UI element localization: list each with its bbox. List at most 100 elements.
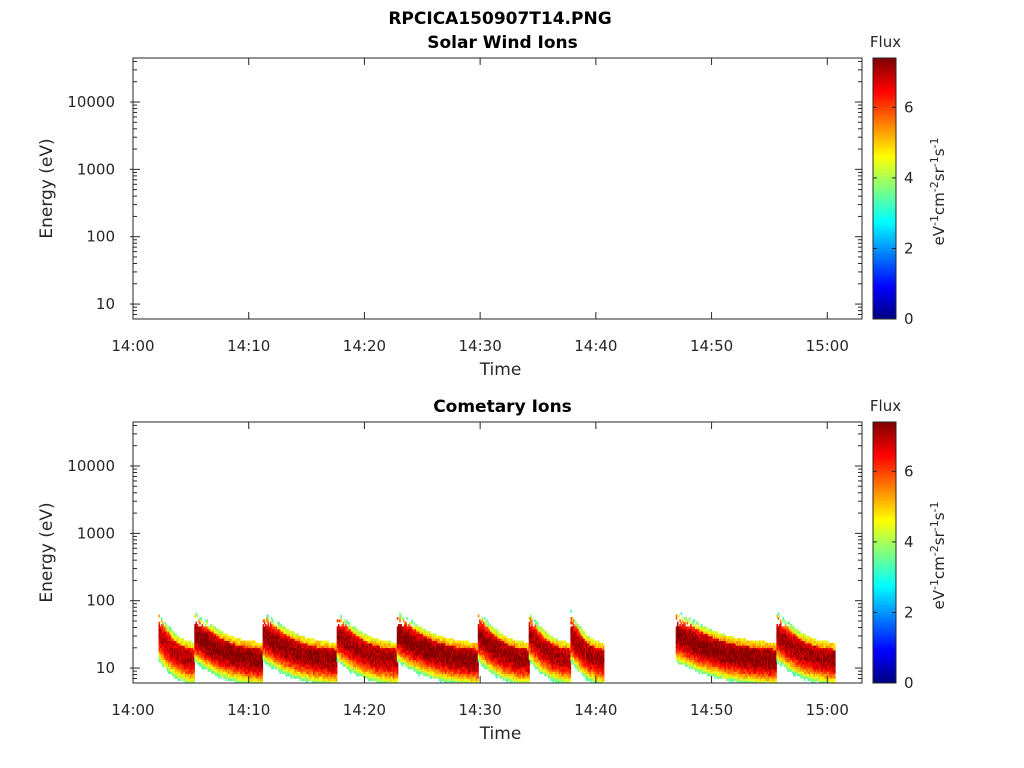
spectrogram-cell xyxy=(343,664,346,667)
spectrogram-cell xyxy=(247,647,249,651)
spectrogram-cell xyxy=(450,675,453,679)
spectrogram-cell xyxy=(308,640,310,644)
spectrogram-cell xyxy=(176,664,179,667)
spectrogram-cell xyxy=(352,635,354,639)
spectrogram-cell xyxy=(208,664,211,667)
spectrogram-cell xyxy=(183,675,186,679)
spectrogram-cell xyxy=(254,645,256,649)
spectrogram-cell xyxy=(339,647,341,651)
spectrogram-cell xyxy=(309,638,311,641)
spectrogram-cell xyxy=(331,680,333,684)
spectrogram-cell xyxy=(327,657,329,660)
spectrogram-cell xyxy=(177,661,180,665)
spectrogram-cell xyxy=(328,645,331,649)
spectrogram-cell xyxy=(405,626,407,630)
spectrogram-cell xyxy=(365,650,368,653)
spectrogram-cell xyxy=(189,642,192,646)
spectrogram-cell xyxy=(298,657,301,660)
spectrogram-cell xyxy=(219,654,222,658)
spectrogram-cell xyxy=(379,659,382,663)
spectrogram-cell xyxy=(351,661,353,665)
spectrogram-cell xyxy=(388,680,390,684)
spectrogram-cell xyxy=(456,654,459,658)
spectrogram-cell xyxy=(158,638,161,641)
spectrogram-cell xyxy=(332,668,334,672)
spectrogram-cell xyxy=(172,654,175,658)
spectrogram-cell xyxy=(277,640,279,644)
spectrogram-cell xyxy=(194,624,196,627)
spectrogram-cell xyxy=(417,647,419,651)
spectrogram-cell xyxy=(283,661,285,665)
spectrogram-cell xyxy=(393,659,395,663)
spectrogram-cell xyxy=(363,635,365,639)
spectrogram-cell xyxy=(364,638,366,641)
spectrogram-cell xyxy=(418,671,420,674)
spectrogram-cell xyxy=(225,671,228,674)
spectrogram-cell xyxy=(379,680,382,684)
spectrogram-cell xyxy=(284,642,286,646)
spectrogram-cell xyxy=(271,619,273,623)
spectrogram-cell xyxy=(329,645,332,649)
spectrogram-cell xyxy=(287,659,290,663)
spectrogram-cell xyxy=(432,652,435,656)
spectrogram-cell xyxy=(215,664,218,667)
spectrogram-cell xyxy=(325,673,327,677)
spectrogram-cell xyxy=(159,635,162,639)
spectrogram-cell xyxy=(271,664,273,667)
spectrogram-cell xyxy=(459,654,461,658)
spectrogram-cell xyxy=(188,642,191,646)
spectrogram-cell xyxy=(425,652,428,656)
colorbar-segment xyxy=(873,266,896,271)
spectrogram-cell xyxy=(209,650,212,653)
spectrogram-cell xyxy=(158,621,161,625)
spectrogram-cell xyxy=(160,619,163,623)
spectrogram-cell xyxy=(462,666,465,670)
spectrogram-cell xyxy=(418,628,420,632)
colorbar-segment xyxy=(873,250,896,255)
spectrogram-cell xyxy=(299,638,302,641)
spectrogram-cell xyxy=(314,675,316,679)
spectrogram-cell xyxy=(413,650,416,653)
spectrogram-cell xyxy=(448,668,450,672)
spectrogram-cell xyxy=(382,675,384,679)
spectrogram-cell xyxy=(279,671,281,674)
spectrogram-cell xyxy=(440,645,442,649)
spectrogram-cell xyxy=(175,647,177,651)
spectrogram-cell xyxy=(211,661,213,665)
spectrogram-cell xyxy=(393,666,395,670)
spectrogram-cell xyxy=(180,668,182,672)
spectrogram-cell xyxy=(351,650,353,653)
spectrogram-cell xyxy=(407,654,410,658)
spectrogram-cell xyxy=(416,640,418,644)
spectrogram-cell xyxy=(424,659,426,663)
spectrogram-cell xyxy=(286,635,289,639)
spectrogram-cell xyxy=(423,645,425,649)
spectrogram-cell xyxy=(230,647,232,651)
spectrogram-cell xyxy=(327,664,329,667)
spectrogram-cell xyxy=(442,638,444,641)
spectrogram-cell xyxy=(336,657,339,660)
spectrogram-cell xyxy=(377,650,380,653)
spectrogram-cell xyxy=(243,659,246,663)
spectrogram-cell xyxy=(251,640,254,644)
spectrogram-cell xyxy=(346,647,348,651)
spectrogram-cell xyxy=(357,666,359,670)
spectrogram-cell xyxy=(174,657,176,660)
spectrogram-cell xyxy=(194,652,196,656)
spectrogram-cell xyxy=(236,664,238,667)
spectrogram-cell xyxy=(182,675,185,679)
spectrogram-cell xyxy=(248,645,250,649)
spectrogram-cell xyxy=(458,640,460,644)
spectrogram-cell xyxy=(213,668,216,672)
spectrogram-cell xyxy=(284,633,286,637)
spectrogram-cell xyxy=(458,680,460,684)
spectrogram-cell xyxy=(310,657,313,660)
spectrogram-cell xyxy=(378,675,381,679)
spectrogram-cell xyxy=(287,638,290,641)
spectrogram-cell xyxy=(360,642,363,646)
spectrogram-cell xyxy=(256,675,259,679)
spectrogram-cell xyxy=(452,659,454,663)
spectrogram-cell xyxy=(284,635,286,639)
colorbar-segment xyxy=(873,221,896,225)
spectrogram-cell xyxy=(401,645,404,649)
